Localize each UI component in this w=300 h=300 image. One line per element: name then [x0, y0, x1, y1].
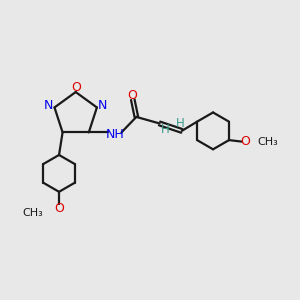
Text: O: O [241, 135, 250, 148]
Text: H: H [176, 117, 185, 130]
Text: O: O [54, 202, 64, 215]
Text: N: N [44, 100, 53, 112]
Text: NH: NH [105, 128, 124, 141]
Text: N: N [98, 100, 107, 112]
Text: O: O [71, 81, 81, 94]
Text: CH₃: CH₃ [257, 137, 278, 147]
Text: H: H [160, 124, 169, 136]
Text: O: O [127, 89, 137, 102]
Text: CH₃: CH₃ [23, 208, 44, 218]
